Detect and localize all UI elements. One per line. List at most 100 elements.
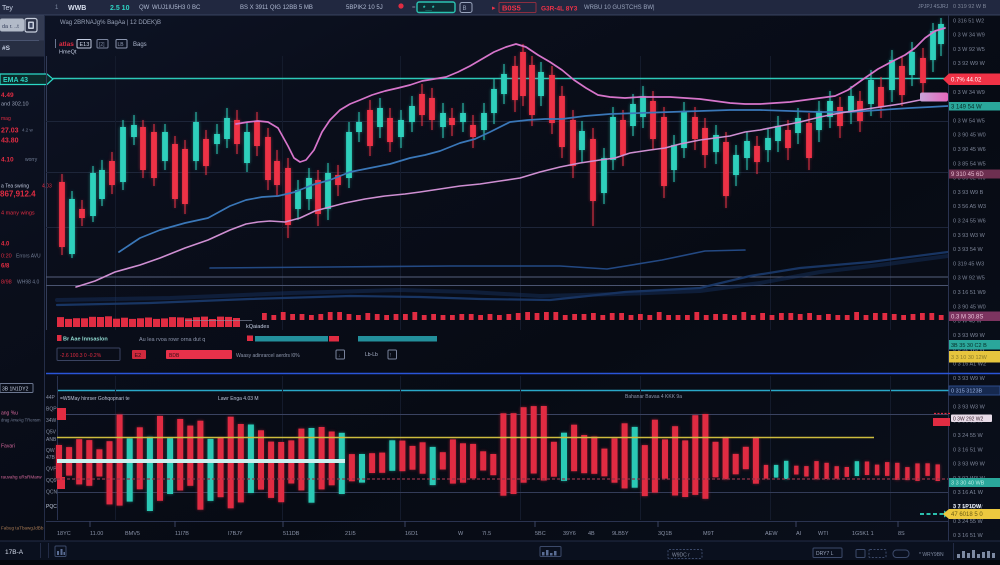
svg-text:a Tea swring: a Tea swring bbox=[1, 184, 29, 190]
svg-text:↓: ↓ bbox=[338, 353, 341, 359]
svg-text:7I.5: 7I.5 bbox=[482, 531, 491, 537]
svg-text:ANB: ANB bbox=[46, 437, 57, 443]
svg-text:0 3 W 54 W5: 0 3 W 54 W5 bbox=[953, 118, 985, 124]
svg-text:0 3 16 51 W: 0 3 16 51 W bbox=[953, 447, 983, 453]
svg-text:0 3 92 W3 W: 0 3 92 W3 W bbox=[953, 347, 986, 353]
svg-text:AEW: AEW bbox=[765, 531, 778, 537]
svg-text:=W5May hinrser Gohqopnari te: =W5May hinrser Gohqopnari te bbox=[60, 396, 130, 402]
svg-text:0 3 92 W9 W: 0 3 92 W9 W bbox=[953, 61, 986, 67]
svg-text:0 3 W 43 W: 0 3 W 43 W bbox=[953, 319, 983, 325]
svg-text:9 310 45 6D: 9 310 45 6D bbox=[951, 172, 984, 178]
svg-text:worry: worry bbox=[25, 157, 38, 163]
svg-text:#S: #S bbox=[2, 45, 11, 52]
svg-text:0 3 93 W9 B: 0 3 93 W9 B bbox=[953, 190, 984, 196]
svg-text:rauvahg uRsRMarw: rauvahg uRsRMarw bbox=[1, 475, 42, 480]
svg-text:0 3 16 A1 W: 0 3 16 A1 W bbox=[953, 490, 984, 496]
svg-text:0:20: 0:20 bbox=[1, 254, 12, 260]
svg-text:Lb-Lb: Lb-Lb bbox=[365, 352, 378, 358]
svg-text:W9DC r: W9DC r bbox=[672, 553, 690, 559]
svg-text:atlas: atlas bbox=[59, 41, 74, 48]
svg-text:8S: 8S bbox=[898, 531, 905, 537]
svg-text:0 3 16 A1 W2: 0 3 16 A1 W2 bbox=[953, 362, 986, 368]
svg-text:0 3 93 W9 W: 0 3 93 W9 W bbox=[953, 462, 986, 468]
svg-text:47B: 47B bbox=[46, 455, 56, 461]
svg-text:11I7B: 11I7B bbox=[175, 531, 189, 537]
svg-text:16D1: 16D1 bbox=[405, 531, 418, 537]
svg-text:0 319 92 W B: 0 319 92 W B bbox=[953, 4, 987, 10]
svg-text:Br Aae Innsaslon: Br Aae Innsaslon bbox=[63, 337, 108, 343]
svg-text:0.7% 44.02: 0.7% 44.02 bbox=[951, 77, 982, 83]
svg-text:11.00: 11.00 bbox=[90, 531, 103, 537]
svg-text:511DB: 511DB bbox=[283, 531, 300, 537]
svg-text:0 3 90 45 W0: 0 3 90 45 W0 bbox=[953, 304, 986, 310]
svg-text:HmeQt: HmeQt bbox=[59, 50, 77, 56]
svg-text:E13: E13 bbox=[80, 42, 90, 48]
svg-text:and 302.10: and 302.10 bbox=[1, 102, 29, 108]
svg-text:WH98 4.0: WH98 4.0 bbox=[17, 280, 39, 286]
svg-text:BQP: BQP bbox=[46, 407, 57, 413]
svg-text:JPJPJ 4SJRJ: JPJPJ 4SJRJ bbox=[918, 4, 949, 10]
svg-text:0 319 45 W3: 0 319 45 W3 bbox=[953, 261, 984, 267]
svg-text:0 3 W 34 W9: 0 3 W 34 W9 bbox=[953, 33, 985, 39]
svg-text:0 315 3123B: 0 315 3123B bbox=[951, 389, 983, 395]
svg-text:G3R-4L 8Y3: G3R-4L 8Y3 bbox=[541, 6, 578, 13]
svg-text:QCN: QCN bbox=[46, 490, 58, 496]
svg-text:34W: 34W bbox=[46, 418, 57, 424]
svg-text:Fabug taTbawgJdBb: Fabug taTbawgJdBb bbox=[1, 526, 44, 531]
svg-text:I7BJY: I7BJY bbox=[228, 531, 243, 537]
svg-text:!: ! bbox=[390, 353, 391, 359]
svg-text:0 3W 292 W2: 0 3W 292 W2 bbox=[953, 417, 984, 423]
svg-text:QQ9: QQ9 bbox=[46, 478, 57, 484]
svg-text:0 3 W 92 W5: 0 3 W 92 W5 bbox=[953, 276, 985, 282]
svg-text:AI: AI bbox=[796, 531, 802, 537]
svg-text:0 3 85 54 W5: 0 3 85 54 W5 bbox=[953, 161, 986, 167]
svg-text:3B 35 30 C2 B: 3B 35 30 C2 B bbox=[951, 343, 987, 349]
svg-text:5BC: 5BC bbox=[535, 531, 546, 537]
svg-text:kQaiades: kQaiades bbox=[246, 324, 269, 330]
svg-text:43.80: 43.80 bbox=[1, 138, 19, 145]
svg-text:0 3 W 92 W5: 0 3 W 92 W5 bbox=[953, 47, 985, 53]
svg-text:3Q1B: 3Q1B bbox=[658, 531, 672, 537]
svg-text:BS X 3911 QIG 12BB 5 MB: BS X 3911 QIG 12BB 5 MB bbox=[240, 5, 313, 11]
svg-text:WRBU 10 GUSTCHS BW|: WRBU 10 GUSTCHS BW| bbox=[584, 5, 655, 11]
svg-text:[2]: [2] bbox=[99, 42, 105, 48]
svg-text:0.3 M 30.8S: 0.3 M 30.8S bbox=[951, 314, 983, 320]
svg-text:E2: E2 bbox=[135, 353, 142, 359]
svg-text:QW: QW bbox=[139, 5, 150, 11]
svg-text:QVP: QVP bbox=[46, 467, 57, 473]
svg-text:9LB5Y: 9LB5Y bbox=[612, 531, 629, 537]
svg-text:0 3 56 92 W9: 0 3 56 92 W9 bbox=[953, 176, 986, 182]
svg-text:Bags: Bags bbox=[133, 42, 147, 48]
svg-text:DRY7 L: DRY7 L bbox=[816, 551, 834, 557]
svg-text:0 3 W 34 W9: 0 3 W 34 W9 bbox=[953, 90, 985, 96]
svg-text:5BPIK2 10 5J: 5BPIK2 10 5J bbox=[346, 5, 383, 11]
svg-text:ang %u: ang %u bbox=[1, 411, 18, 417]
svg-text:47 6018 5 0: 47 6018 5 0 bbox=[951, 512, 983, 518]
svg-text:0 3 56 92 W: 0 3 56 92 W bbox=[953, 505, 983, 511]
svg-text:Q5V: Q5V bbox=[46, 430, 57, 436]
svg-text:0 3 24 55 W: 0 3 24 55 W bbox=[953, 433, 983, 439]
svg-text:0 316 51 W2: 0 316 51 W2 bbox=[953, 18, 984, 24]
svg-text:B: B bbox=[463, 6, 467, 12]
svg-text:0 3 93 W9 W: 0 3 93 W9 W bbox=[953, 333, 986, 339]
svg-text:3 3 10 30 12W: 3 3 10 30 12W bbox=[951, 355, 988, 361]
svg-text:4 many wings: 4 many wings bbox=[1, 211, 35, 217]
svg-text:Lawr Enga 4.03 M: Lawr Enga 4.03 M bbox=[218, 396, 259, 402]
svg-text:Waasy adinrarcel aerdrs l0%: Waasy adinrarcel aerdrs l0% bbox=[236, 353, 300, 359]
svg-text:M9T: M9T bbox=[703, 531, 715, 537]
svg-text:0 3 93 W9 W: 0 3 93 W9 W bbox=[953, 376, 986, 382]
svg-text:4.10: 4.10 bbox=[1, 157, 14, 164]
svg-text:B0S5: B0S5 bbox=[502, 4, 521, 13]
svg-text:WWB: WWB bbox=[68, 5, 86, 12]
svg-text:27.03: 27.03 bbox=[1, 128, 19, 135]
svg-text:BDB: BDB bbox=[169, 353, 180, 359]
svg-text:3 7 1P1DW: 3 7 1P1DW bbox=[953, 504, 982, 510]
svg-text:0 3 90 45 W0: 0 3 90 45 W0 bbox=[953, 133, 986, 139]
svg-text:39Y6: 39Y6 bbox=[563, 531, 576, 537]
svg-text:3 3 30 40 WB: 3 3 30 40 WB bbox=[951, 481, 985, 487]
svg-text:Bahanar Bavaa 4 KKK 9a: Bahanar Bavaa 4 KKK 9a bbox=[625, 394, 682, 400]
svg-text:* WRY9BN: * WRY9BN bbox=[919, 552, 944, 558]
svg-text:da r. ..t: da r. ..t bbox=[2, 24, 19, 30]
svg-text:Au lea rvoa rowr orna dut q: Au lea rvoa rowr orna dut q bbox=[139, 337, 205, 343]
svg-text:BMV5: BMV5 bbox=[125, 531, 140, 537]
